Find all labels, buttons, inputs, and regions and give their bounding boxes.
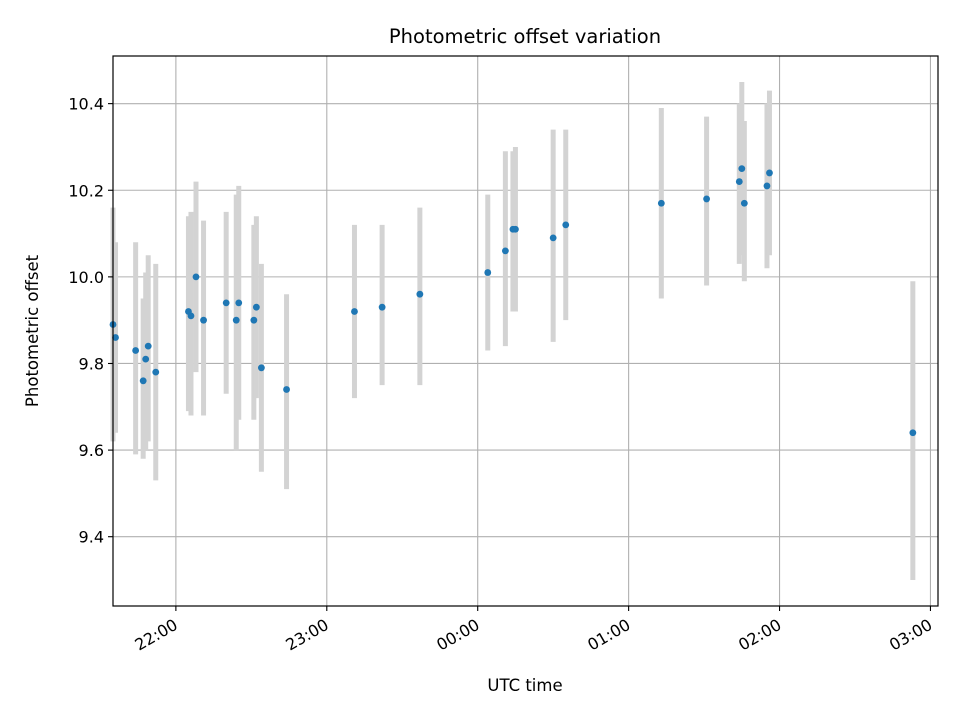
data-point bbox=[763, 182, 771, 190]
x-axis-label: UTC time bbox=[487, 676, 562, 695]
data-point bbox=[512, 225, 519, 233]
data-point bbox=[501, 247, 509, 255]
y-axis-ticks: 9.4 9.6 9.8 10.0 10.2 10.4 bbox=[68, 95, 113, 547]
data-point bbox=[657, 199, 665, 207]
data-point bbox=[549, 234, 557, 242]
data-point bbox=[144, 342, 152, 350]
data-points bbox=[109, 165, 917, 437]
data-point bbox=[235, 299, 243, 307]
data-point bbox=[378, 303, 386, 311]
data-point bbox=[187, 312, 195, 320]
data-point bbox=[232, 316, 240, 324]
data-point bbox=[142, 355, 150, 363]
grid-lines bbox=[113, 56, 938, 606]
data-point bbox=[200, 316, 207, 324]
y-tick-label: 10.0 bbox=[68, 268, 104, 287]
data-point bbox=[112, 334, 119, 341]
y-tick-label: 9.8 bbox=[79, 354, 104, 373]
data-point bbox=[250, 316, 258, 324]
plot-frame bbox=[112, 55, 939, 607]
data-point bbox=[252, 303, 260, 311]
y-tick-label: 10.4 bbox=[68, 95, 104, 114]
data-point bbox=[484, 269, 492, 276]
data-point bbox=[222, 299, 230, 307]
data-point bbox=[735, 178, 743, 185]
data-point bbox=[416, 290, 424, 298]
data-point bbox=[738, 165, 746, 172]
data-point bbox=[192, 273, 200, 281]
data-point bbox=[132, 347, 140, 354]
data-point bbox=[909, 429, 917, 437]
data-point bbox=[740, 199, 748, 207]
data-point bbox=[139, 377, 147, 385]
data-point bbox=[562, 221, 570, 229]
y-tick-label: 9.4 bbox=[79, 528, 104, 547]
data-point bbox=[703, 195, 710, 203]
data-point bbox=[766, 169, 773, 177]
y-axis-label: Photometric offset bbox=[23, 254, 42, 407]
data-point bbox=[283, 386, 290, 393]
data-point bbox=[351, 308, 358, 315]
data-point bbox=[152, 368, 160, 376]
y-tick-label: 9.6 bbox=[79, 441, 104, 460]
y-tick-label: 10.2 bbox=[68, 181, 104, 200]
data-point bbox=[257, 364, 265, 372]
chart-title: Photometric offset variation bbox=[389, 25, 661, 48]
